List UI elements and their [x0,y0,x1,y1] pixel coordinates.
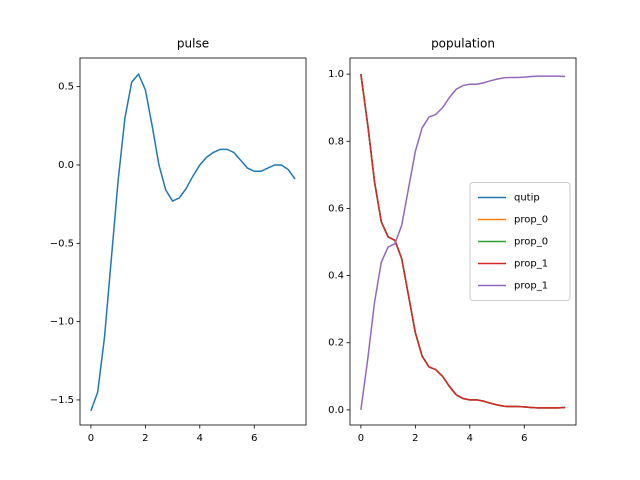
y-tick-label: −1.0 [50,317,74,328]
y-tick-label: 0.6 [328,203,344,214]
series-line [360,75,566,410]
y-tick-label: 0.8 [328,136,344,147]
series-line [90,72,296,412]
x-tick-label: 6 [251,433,257,444]
legend-label: prop_0 [514,215,548,226]
y-tick-label: 0.5 [58,82,74,93]
x-tick-label: 4 [197,433,203,444]
y-tick-label: 1.0 [328,69,344,80]
legend-label: prop_0 [514,237,548,248]
legend-label: prop_1 [514,281,548,292]
series-line [360,74,566,409]
x-tick-label: 2 [142,433,148,444]
chart-title: population [431,37,495,51]
y-tick-label: 0.0 [58,160,74,171]
x-tick-label: 0 [358,433,364,444]
y-tick-label: 0.4 [328,271,344,282]
x-tick-label: 6 [521,433,527,444]
x-tick-label: 2 [412,433,418,444]
y-tick-label: 0.2 [328,338,344,349]
legend-label: qutip [514,193,540,204]
plot-frame [349,57,577,426]
chart-title: pulse [177,37,209,51]
x-tick-label: 4 [467,433,473,444]
x-tick-label: 0 [88,433,94,444]
y-tick-label: −1.5 [50,395,74,406]
y-tick-label: −0.5 [50,238,74,249]
y-tick-label: 0.0 [328,405,344,416]
legend-label: prop_1 [514,259,548,270]
plot-frame [79,57,307,426]
legend-box [469,182,571,301]
legend: qutip prop_0 prop_0 prop_1 prop_1 [469,182,571,301]
